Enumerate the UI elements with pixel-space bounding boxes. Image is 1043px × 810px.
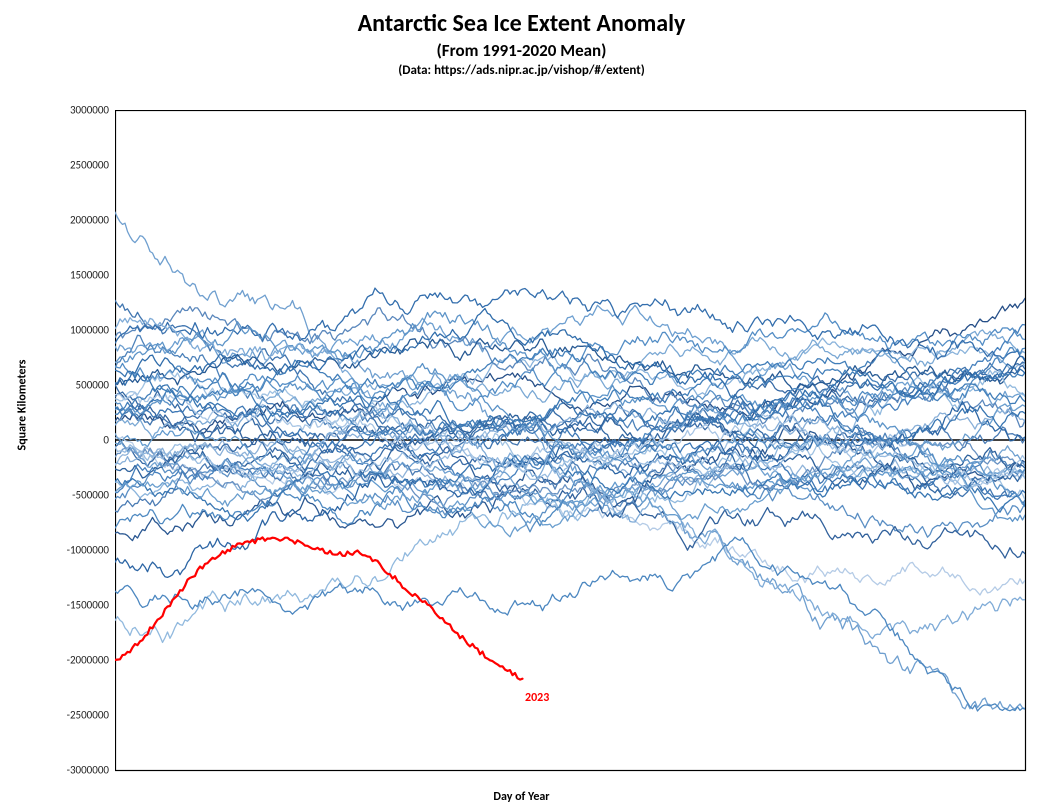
y-axis-title-text: Square Kilometers xyxy=(15,360,29,451)
y-axis-title: Square Kilometers xyxy=(0,0,52,810)
title-block: Antarctic Sea Ice Extent Anomaly (From 1… xyxy=(0,10,1043,79)
plot-area xyxy=(115,110,1027,772)
y-tick-label: 1000000 xyxy=(45,324,109,337)
y-tick-label: 3000000 xyxy=(45,104,109,117)
chart-subtitle-1: (From 1991-2020 Mean) xyxy=(0,41,1043,61)
x-axis-title: Day of Year xyxy=(0,790,1043,804)
series-line-highlight xyxy=(115,537,523,679)
y-tick-label: -1000000 xyxy=(45,544,109,557)
y-tick-label: -1500000 xyxy=(45,599,109,612)
y-tick-label: 1500000 xyxy=(45,269,109,282)
y-tick-label: 0 xyxy=(45,434,109,447)
y-tick-label: -3000000 xyxy=(45,764,109,777)
chart-container: Antarctic Sea Ice Extent Anomaly (From 1… xyxy=(0,0,1043,810)
chart-subtitle-2: (Data: https://ads.nipr.ac.jp/vishop/#/e… xyxy=(0,63,1043,79)
highlight-series-label: 2023 xyxy=(525,691,549,705)
y-tick-label: -2500000 xyxy=(45,709,109,722)
y-tick-label: -2000000 xyxy=(45,654,109,667)
y-tick-label: 500000 xyxy=(45,379,109,392)
y-tick-label: 2500000 xyxy=(45,159,109,172)
y-tick-label: 2000000 xyxy=(45,214,109,227)
y-tick-label: -500000 xyxy=(45,489,109,502)
chart-title: Antarctic Sea Ice Extent Anomaly xyxy=(0,10,1043,39)
